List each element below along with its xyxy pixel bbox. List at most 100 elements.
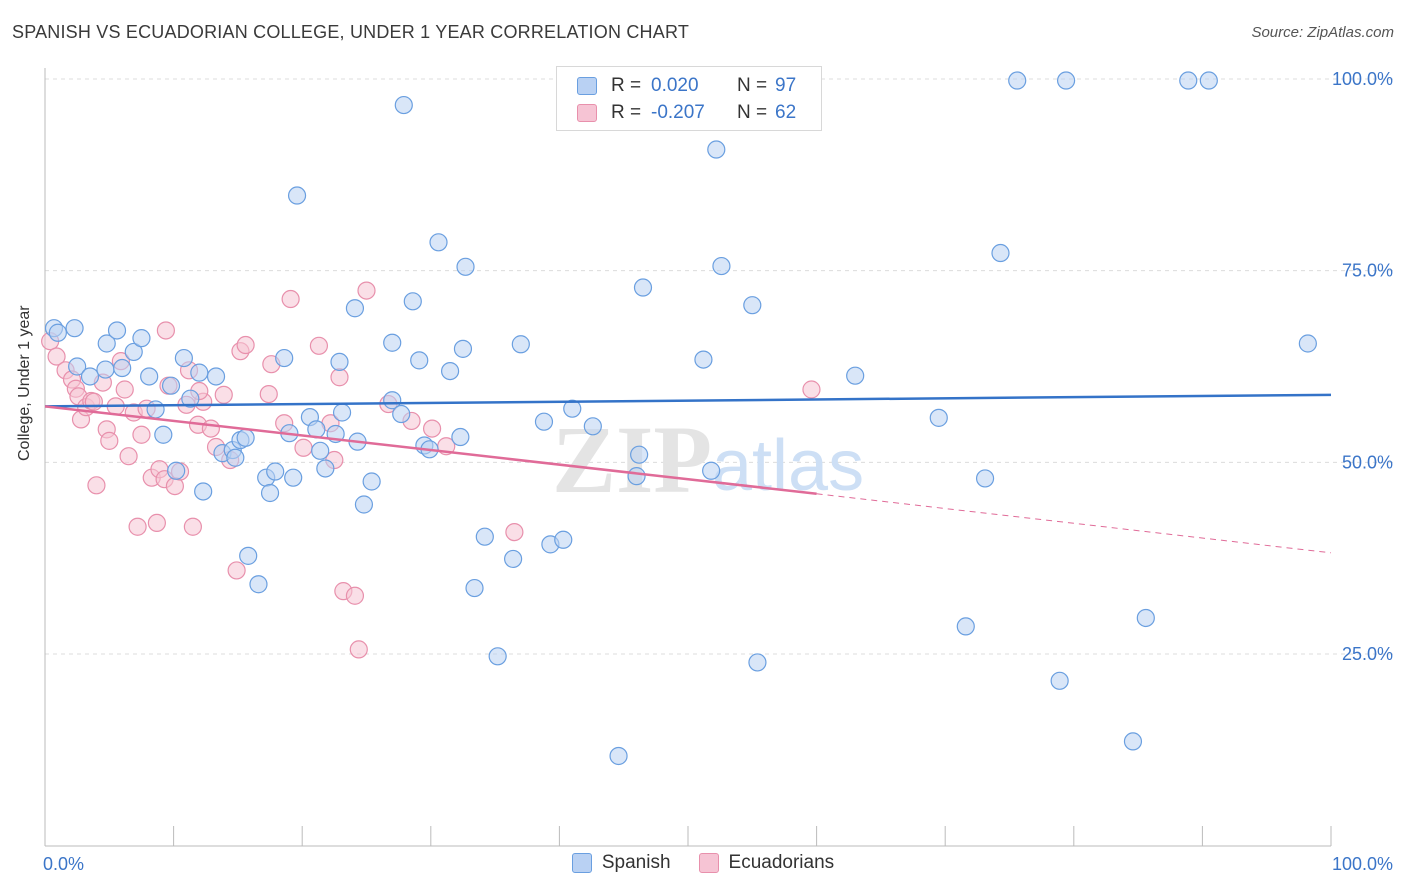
spanish-point <box>392 404 411 424</box>
spanish-point <box>451 427 470 447</box>
spanish-point <box>504 549 523 569</box>
ecuadorians-point <box>156 321 175 340</box>
series-legend: Spanish Ecuadorians <box>0 852 1406 874</box>
ecuadorians-point <box>281 289 300 309</box>
spanish-point <box>190 363 209 382</box>
ecuadorians-legend-swatch <box>698 853 719 873</box>
spanish-point <box>394 95 413 115</box>
spanish-point <box>113 358 132 378</box>
spanish-point <box>403 292 422 311</box>
spanish-point <box>226 448 245 467</box>
spanish-point <box>702 461 721 480</box>
spanish-point <box>332 403 352 422</box>
ecuadorians-point <box>100 431 119 450</box>
ecuadorians-point <box>84 392 103 411</box>
spanish-point <box>96 360 115 379</box>
n-label: N = <box>737 75 768 96</box>
spanish-point <box>167 461 186 480</box>
x-tick-label: 100.0% <box>1332 854 1393 874</box>
spanish-point <box>174 348 193 368</box>
ecuadorians-point <box>294 438 313 457</box>
spanish-point <box>124 342 143 362</box>
ecuadorians-point <box>128 517 147 536</box>
spanish-legend-label: Spanish <box>601 852 671 873</box>
spanish-point <box>345 299 365 318</box>
spanish-point <box>991 243 1010 263</box>
spanish-point <box>846 366 865 385</box>
spanish-point <box>1123 732 1143 751</box>
ecuadorians-point <box>47 347 66 366</box>
spanish-point <box>146 400 165 419</box>
ecuadorians-point <box>201 419 220 438</box>
spanish-point <box>107 321 127 340</box>
spanish-point <box>1008 71 1027 90</box>
source-label: Source: ZipAtlas.com <box>1251 24 1394 41</box>
spanish-point <box>239 546 258 565</box>
spanish-point <box>354 495 374 514</box>
spanish-point <box>956 617 975 636</box>
spanish-point <box>929 408 948 427</box>
spanish-point <box>630 445 649 464</box>
n-value: 62 <box>775 102 797 123</box>
spanish-point <box>488 647 507 666</box>
spanish-point <box>563 399 582 418</box>
legend-item-ecuadorians: Ecuadorians <box>698 852 834 874</box>
spanish-point <box>236 428 255 447</box>
ecuadorians-point <box>87 476 106 495</box>
spanish-legend-swatch <box>571 853 592 873</box>
ecuadorians-trend-line <box>44 405 817 496</box>
spanish-point <box>475 527 494 546</box>
y-tick-label: 100.0% <box>1332 69 1393 89</box>
spanish-point <box>311 441 330 460</box>
spanish-point <box>97 334 116 353</box>
spanish-point <box>554 530 573 549</box>
chart-title: SPANISH VS ECUADORIAN COLLEGE, UNDER 1 Y… <box>12 22 690 42</box>
spanish-point <box>975 469 995 488</box>
spanish-point <box>181 389 200 408</box>
ecuadorians-point <box>183 517 202 536</box>
spanish-point <box>511 335 530 354</box>
y-tick-label: 25.0% <box>1342 644 1393 664</box>
spanish-point <box>633 278 653 297</box>
spanish-point <box>266 462 285 481</box>
spanish-point <box>1298 334 1317 353</box>
ecuadorians-point <box>259 385 278 404</box>
spanish-point <box>316 459 335 478</box>
spanish-point <box>748 653 767 672</box>
spanish-point <box>627 467 646 486</box>
spanish-point <box>456 257 475 276</box>
ecuadorians-point <box>309 336 329 355</box>
ecuadorians-point <box>802 380 821 399</box>
spanish-point <box>330 352 349 371</box>
spanish-point <box>194 482 213 501</box>
spanish-point <box>48 323 67 342</box>
legend-row-spanish: R = 0.020 N = 97 <box>577 73 796 99</box>
ecuadorians-point <box>236 335 255 355</box>
spanish-point <box>65 319 84 338</box>
spanish-point <box>383 333 402 352</box>
spanish-point <box>453 339 473 358</box>
r-label: R = <box>611 102 642 123</box>
spanish-point <box>534 412 554 431</box>
spanish-point <box>287 186 307 205</box>
r-value: -0.207 <box>651 102 705 123</box>
ecuadorians-point <box>214 385 233 404</box>
legend-row-ecuadorians: R = -0.207 N = 62 <box>577 100 796 126</box>
spanish-point <box>260 483 280 503</box>
spanish-point <box>275 348 294 368</box>
r-value: 0.020 <box>651 75 699 96</box>
spanish-point <box>1199 71 1218 90</box>
spanish-point <box>161 376 181 395</box>
spanish-point <box>410 351 429 370</box>
spanish-point <box>1136 608 1155 628</box>
spanish-point <box>154 425 173 444</box>
y-tick-label: 50.0% <box>1342 452 1393 472</box>
ecuadorians-swatch <box>577 104 597 122</box>
spanish-point <box>284 468 303 487</box>
spanish-point <box>80 367 100 386</box>
spanish-point <box>132 329 151 348</box>
spanish-swatch <box>577 77 597 95</box>
spanish-trend-line <box>44 393 1332 408</box>
spanish-point <box>743 296 762 315</box>
